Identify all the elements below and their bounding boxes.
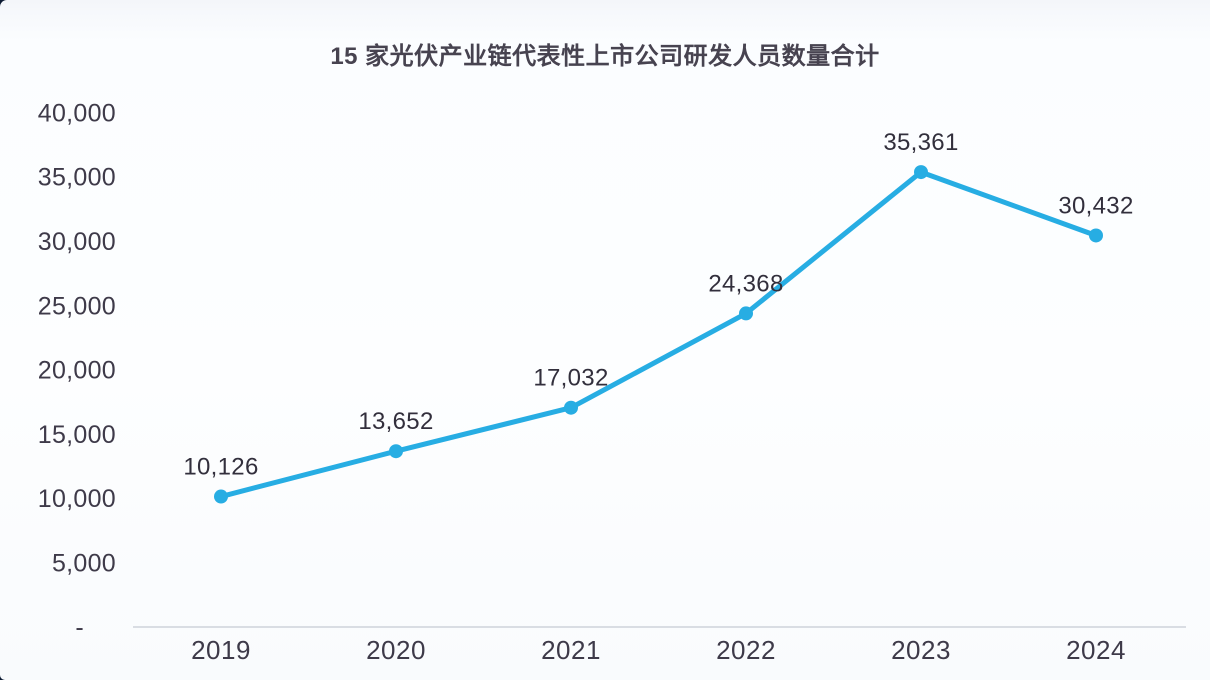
data-point [914, 165, 928, 180]
data-point [564, 400, 578, 415]
data-point-label: 10,126 [183, 454, 258, 481]
x-tick-label: 2024 [1066, 635, 1126, 665]
data-point-label: 30,432 [1058, 192, 1133, 219]
data-point-label: 13,652 [358, 408, 433, 435]
data-point [214, 489, 228, 504]
x-tick-label: 2021 [541, 635, 601, 665]
x-tick-label: 2023 [891, 635, 951, 665]
y-tick-label: 25,000 [38, 292, 116, 320]
chart-title: 15 家光伏产业链代表性上市公司研发人员数量合计 [330, 43, 880, 70]
x-tick-label: 2022 [716, 635, 776, 665]
y-tick-label: - [75, 614, 84, 642]
y-tick-label: 15,000 [38, 421, 116, 449]
data-point [739, 306, 753, 321]
y-tick-label: 40,000 [38, 99, 116, 127]
data-point-label: 24,368 [708, 270, 783, 297]
data-point-label: 35,361 [883, 129, 958, 156]
series-line [218, 169, 1099, 500]
data-point [1089, 228, 1103, 243]
y-tick-label: 5,000 [52, 549, 116, 577]
data-point-label: 17,032 [533, 365, 608, 392]
data-point [389, 444, 403, 459]
y-tick-label: 10,000 [38, 485, 116, 513]
y-tick-label: 30,000 [38, 228, 116, 256]
y-tick-label: 20,000 [38, 357, 116, 385]
y-tick-label: 35,000 [38, 164, 116, 192]
x-tick-label: 2019 [191, 635, 251, 665]
x-tick-label: 2020 [366, 635, 426, 665]
